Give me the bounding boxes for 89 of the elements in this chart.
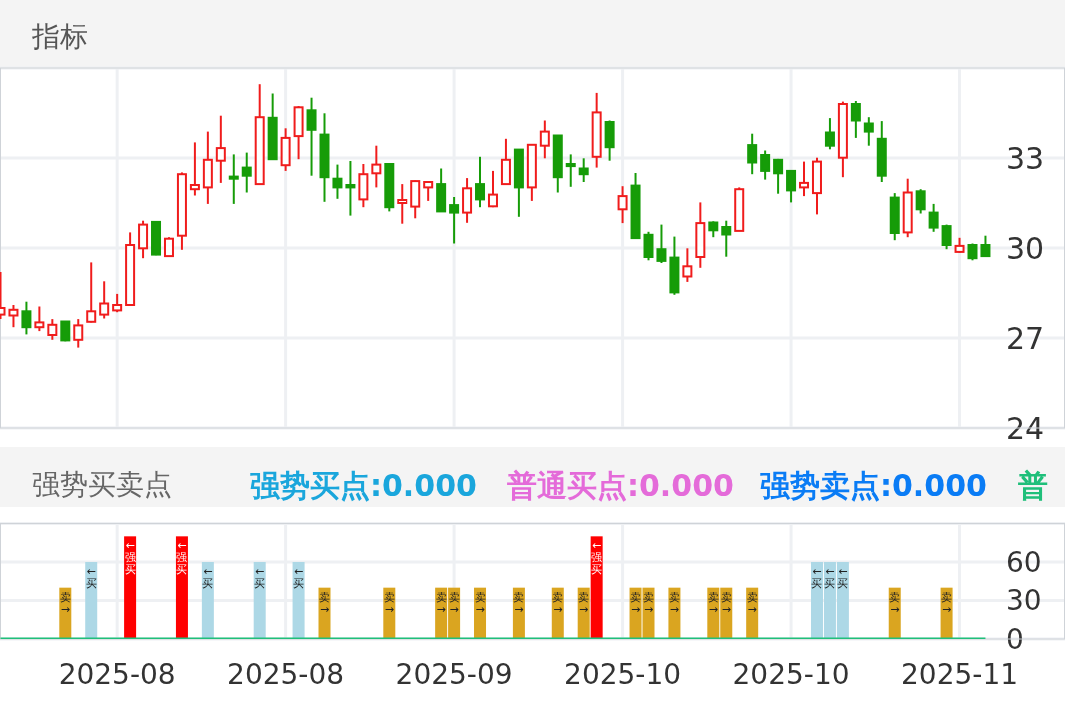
data-label: 卖→ (383, 590, 395, 616)
candlestick (332, 163, 343, 200)
data-label: 卖→ (59, 590, 71, 616)
candlestick (721, 219, 732, 258)
data-label: 卖→ (630, 590, 642, 616)
y-tick-label: 33 (1006, 140, 1045, 176)
x-tick-label: 2025-10 (564, 658, 682, 691)
x-tick-label: 2025-08 (227, 658, 345, 691)
candlestick (112, 292, 123, 314)
data-label: 卖→ (435, 590, 447, 616)
candlestick (578, 157, 589, 183)
data-label: 卖→ (513, 590, 525, 616)
candlestick (643, 230, 654, 262)
text: 强势卖点:0.000 (760, 468, 987, 503)
data-label: ←强买 (591, 539, 603, 577)
candlestick (189, 141, 200, 197)
candlestick (565, 153, 576, 188)
candlestick (47, 318, 58, 341)
x-tick-label: 2025-10 (732, 658, 850, 691)
candlestick (928, 202, 939, 233)
data-label: 卖→ (720, 590, 732, 616)
candlestick (656, 223, 667, 264)
y-tick-label: 0 (1006, 622, 1024, 656)
data-label: 卖→ (707, 590, 719, 616)
candlestick (345, 160, 356, 217)
candlestick (850, 100, 861, 139)
candlestick (215, 114, 226, 184)
candlestick (228, 153, 239, 205)
x-tick-label: 2025-08 (58, 658, 176, 691)
candlestick (8, 304, 19, 329)
text: 普通买点:0.000 (507, 468, 734, 503)
data-label: 卖→ (319, 590, 330, 616)
candlestick (941, 223, 952, 251)
chart-title: 强势买卖点 (32, 468, 172, 501)
data-label: ←强买 (124, 539, 136, 577)
candlestick (824, 117, 835, 151)
data-label: ←买 (811, 565, 823, 590)
candlestick (487, 169, 498, 209)
candlestick (539, 119, 550, 160)
candlestick (306, 96, 317, 177)
y-tick-label: 30 (1006, 230, 1045, 266)
text: 强势买点:0.000 (250, 468, 477, 503)
candlestick (915, 188, 926, 215)
data-label: ←买 (824, 565, 836, 590)
x-tick-label: 2025-09 (395, 658, 513, 691)
data-label: ←买 (837, 565, 849, 590)
y-tick-label: 27 (1006, 320, 1045, 356)
data-label: ←买 (202, 565, 214, 590)
candlestick (423, 180, 434, 202)
y-tick-label: 60 (1006, 545, 1042, 579)
data-label: 卖→ (668, 590, 680, 616)
candlestick (475, 155, 486, 209)
candlestick (863, 116, 874, 147)
data-label: 卖→ (746, 590, 758, 616)
candlestick (980, 234, 991, 258)
candlestick (86, 261, 97, 324)
data-label: ←强买 (176, 539, 188, 577)
candlestick (241, 151, 252, 194)
candlestick (163, 236, 174, 258)
candlestick (21, 300, 32, 336)
candlestick (786, 169, 797, 204)
candlestick (449, 196, 460, 245)
candlestick (34, 305, 45, 333)
data-label: 卖→ (552, 590, 564, 616)
chart-title: 指标 (31, 20, 88, 53)
candlestick (617, 185, 628, 225)
candlestick (760, 149, 771, 181)
candlestick (799, 160, 810, 198)
candlestick (99, 280, 110, 320)
candlestick (747, 132, 758, 176)
candlestick (371, 144, 382, 189)
candlestick (773, 157, 784, 195)
x-tick-label: 2025-11 (901, 658, 1019, 691)
candlestick (73, 318, 84, 349)
data-label: ←买 (254, 565, 266, 590)
candlestick (682, 247, 693, 283)
text: 普 (1018, 468, 1048, 503)
data-label: 卖→ (578, 590, 590, 616)
data-label: ←买 (85, 565, 97, 590)
data-label: 卖→ (448, 590, 460, 616)
candlestick (138, 219, 149, 260)
data-label: 卖→ (643, 590, 654, 616)
data-label: 卖→ (474, 590, 486, 616)
candlestick (397, 183, 408, 225)
data-label: 卖→ (889, 590, 901, 616)
y-tick-label: 30 (1006, 584, 1042, 617)
data-label: 卖→ (941, 590, 953, 616)
y-tick-label: 24 (1006, 410, 1045, 446)
data-label: ←买 (293, 565, 305, 590)
